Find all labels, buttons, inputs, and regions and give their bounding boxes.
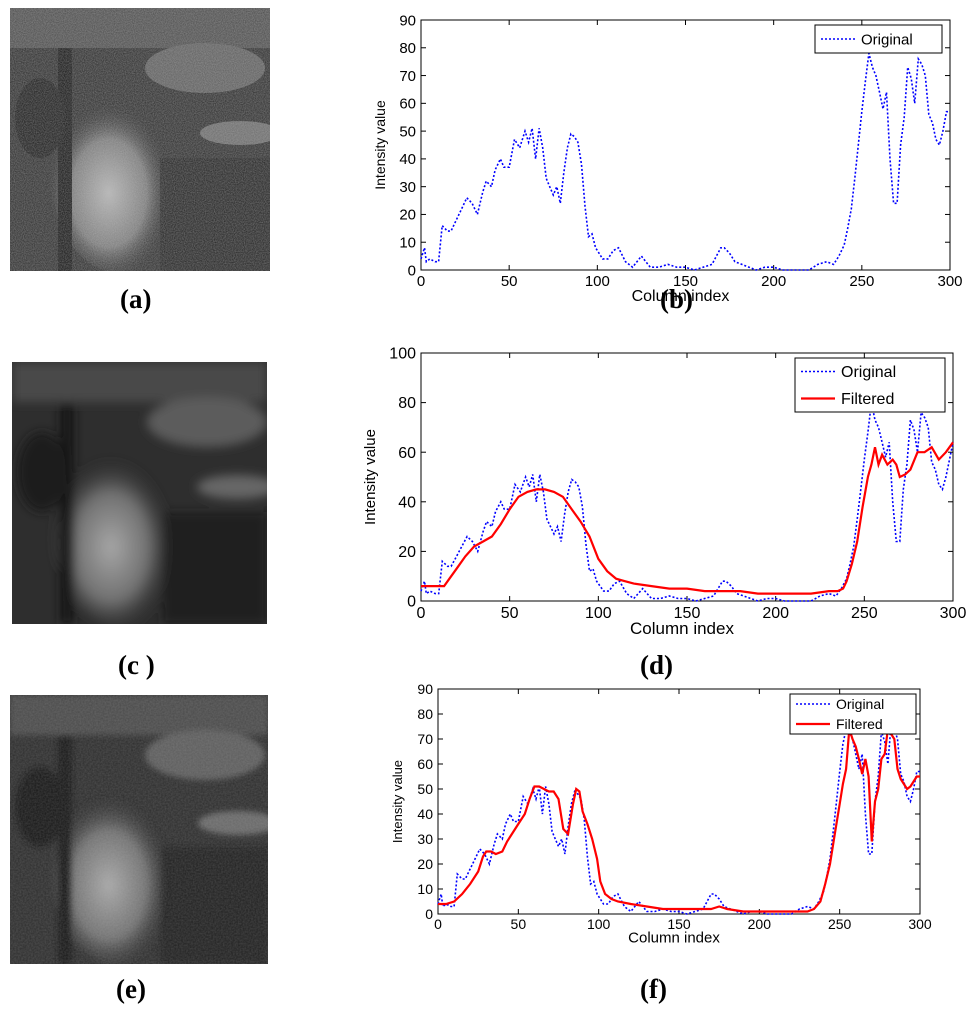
legend-label-original: Original — [836, 696, 884, 712]
y-tick-label: 30 — [417, 831, 433, 847]
y-tick-label: 10 — [417, 881, 433, 897]
y-tick-label: 60 — [399, 96, 416, 113]
y-axis-label: Intensity value — [390, 760, 405, 843]
x-tick-label: 50 — [501, 273, 518, 290]
x-tick-label: 300 — [937, 273, 962, 290]
x-tick-label: 250 — [849, 273, 874, 290]
y-tick-label: 20 — [398, 544, 416, 561]
legend-label-original: Original — [861, 31, 913, 48]
chart-d: 0 50 100 150 200 250 300 0 20 40 60 80 100 Column ind… — [362, 346, 966, 638]
series-line-filtered — [421, 441, 954, 595]
chart-b: 0 50 100 150 200 250 300 0 10 20 30 40 50 60 70 80 90 Col… — [372, 12, 963, 305]
legend: Original Filtered — [789, 693, 917, 735]
x-tick-label: 200 — [762, 605, 789, 622]
legend-box — [789, 693, 917, 735]
x-axis-label: Column index — [632, 288, 730, 305]
y-tick-label: 90 — [417, 681, 433, 697]
y-axis-label: Intensity value — [362, 429, 379, 525]
y-tick-label: 0 — [425, 906, 433, 922]
legend-box — [794, 357, 946, 413]
x-tick-label: 250 — [851, 605, 878, 622]
x-tick-label: 150 — [674, 605, 701, 622]
y-tick-label: 90 — [399, 12, 416, 29]
panel-label-a: (a) — [120, 284, 152, 314]
series-line-original — [420, 53, 950, 271]
x-tick-label: 100 — [585, 605, 612, 622]
chart-f: 0 50 100 150 200 250 300 0 10 20 30 40 50 60 70 80 90 Col… — [390, 681, 932, 947]
series-line-original — [437, 721, 920, 915]
x-tick-label: 300 — [940, 605, 967, 622]
x-tick-label: 0 — [417, 273, 425, 290]
x-tick-label: 150 — [673, 273, 698, 290]
y-tick-label: 30 — [399, 179, 416, 196]
panel-label-c: (c ) — [118, 650, 155, 680]
x-axis-label: Column index — [628, 930, 720, 947]
x-tick-label: 250 — [828, 916, 852, 932]
y-tick-label: 0 — [407, 594, 416, 611]
y-tick-label: 80 — [398, 395, 416, 412]
x-tick-label: 0 — [417, 605, 426, 622]
y-tick-label: 70 — [417, 731, 433, 747]
y-tick-label: 50 — [417, 781, 433, 797]
x-axis-label: Column index — [630, 619, 734, 638]
x-tick-label: 200 — [761, 273, 786, 290]
legend-label-filtered: Filtered — [841, 391, 894, 408]
panel-label-d: (d) — [640, 650, 673, 680]
y-tick-label: 80 — [399, 40, 416, 57]
y-tick-label: 20 — [417, 856, 433, 872]
y-tick-label: 100 — [389, 346, 416, 363]
panel-label-e: (e) — [116, 974, 146, 1004]
ultrasound-image-a — [10, 8, 270, 271]
y-tick-label: 40 — [398, 494, 416, 511]
series-line-original — [420, 402, 954, 602]
legend-label-original: Original — [841, 364, 896, 381]
legend: Original Filtered — [794, 357, 946, 413]
legend-box — [814, 24, 943, 54]
panel-label-b: (b) — [660, 284, 693, 314]
y-tick-label: 50 — [399, 123, 416, 140]
x-tick-label: 200 — [748, 916, 772, 932]
x-tick-label: 150 — [667, 916, 691, 932]
legend-label-filtered: Filtered — [836, 716, 883, 732]
x-tick-label: 50 — [501, 605, 519, 622]
y-axis-label: Intensity value — [372, 100, 388, 190]
x-tick-label: 0 — [434, 916, 442, 932]
y-tick-label: 40 — [399, 151, 416, 168]
ultrasound-image-e — [10, 695, 268, 964]
x-tick-label: 100 — [587, 916, 611, 932]
y-tick-label: 10 — [399, 234, 416, 251]
y-tick-label: 0 — [408, 262, 416, 279]
y-tick-label: 80 — [417, 706, 433, 722]
y-tick-label: 40 — [417, 806, 433, 822]
y-tick-label: 20 — [399, 207, 416, 224]
ultrasound-image-c — [12, 362, 267, 624]
y-tick-label: 60 — [417, 756, 433, 772]
x-tick-label: 50 — [511, 916, 527, 932]
x-tick-label: 100 — [585, 273, 610, 290]
y-tick-label: 60 — [398, 445, 416, 462]
y-tick-label: 70 — [399, 68, 416, 85]
panel-label-f: (f) — [640, 974, 667, 1004]
series-line-filtered — [438, 725, 920, 913]
legend: Original — [814, 24, 943, 54]
x-tick-label: 300 — [908, 916, 932, 932]
